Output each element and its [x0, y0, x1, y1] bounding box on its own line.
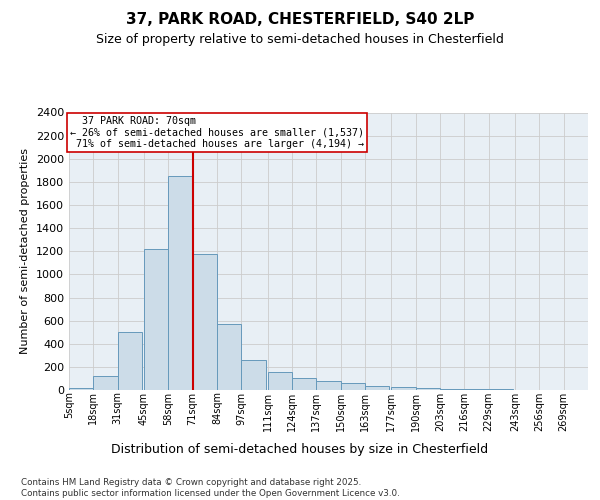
Bar — [69, 388, 94, 390]
Y-axis label: Number of semi-detached properties: Number of semi-detached properties — [20, 148, 31, 354]
Text: Contains HM Land Registry data © Crown copyright and database right 2025.
Contai: Contains HM Land Registry data © Crown c… — [21, 478, 400, 498]
Bar — [341, 383, 365, 390]
Text: 37, PARK ROAD, CHESTERFIELD, S40 2LP: 37, PARK ROAD, CHESTERFIELD, S40 2LP — [126, 12, 474, 28]
Bar — [217, 324, 241, 390]
Bar — [118, 332, 142, 390]
Bar — [144, 249, 169, 390]
Bar — [193, 254, 217, 390]
Bar — [440, 389, 464, 390]
Text: 37 PARK ROAD: 70sqm
← 26% of semi-detached houses are smaller (1,537)
 71% of se: 37 PARK ROAD: 70sqm ← 26% of semi-detach… — [70, 116, 364, 149]
Bar — [292, 378, 316, 390]
Bar — [316, 381, 341, 390]
Bar — [241, 360, 266, 390]
Bar — [268, 372, 292, 390]
Bar — [94, 376, 118, 390]
Bar — [416, 388, 440, 390]
Text: Size of property relative to semi-detached houses in Chesterfield: Size of property relative to semi-detach… — [96, 32, 504, 46]
Text: Distribution of semi-detached houses by size in Chesterfield: Distribution of semi-detached houses by … — [112, 442, 488, 456]
Bar — [169, 176, 193, 390]
Bar — [391, 386, 416, 390]
Bar — [365, 386, 389, 390]
